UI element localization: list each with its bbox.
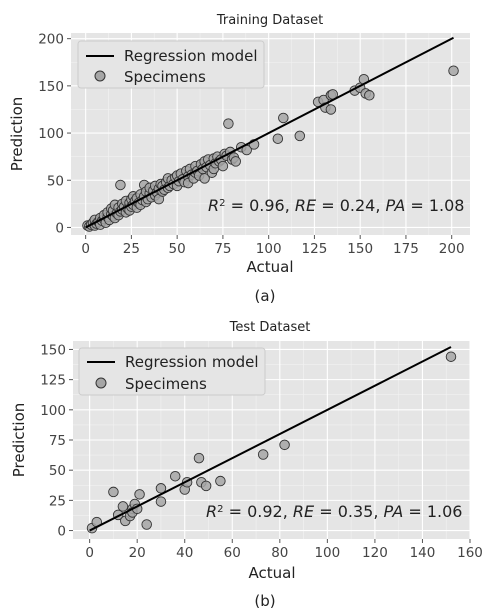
x-tick-label: 125 [302,241,328,257]
panel-caption: (a) [255,287,276,305]
metrics-annotation: R2 = 0.96, RE = 0.24, PA = 1.08 [208,196,464,215]
regression-line [89,346,452,532]
chart-title: Test Dataset [229,320,311,335]
x-tick-label: 175 [393,241,419,257]
specimen-point [115,179,126,191]
specimen-point [278,112,289,124]
legend: Regression model Specimens [78,347,266,396]
panel-caption: (b) [254,592,275,610]
y-tick-label: 0 [55,220,64,236]
x-tick-label: 160 [457,545,483,561]
y-tick-label: 150 [40,342,66,358]
specimen-point [193,452,205,464]
specimen-point [108,486,119,498]
specimen-point [230,156,241,167]
legend: Regression model Specimens [77,40,265,89]
specimen-point [141,519,152,530]
x-tick-label: 40 [176,545,193,561]
specimen-point [217,160,229,172]
x-tick-label: 100 [314,545,340,561]
legend-marker-swatch [94,70,106,82]
x-tick-label: 80 [271,545,288,561]
specimen-point [155,496,167,507]
specimen-point [169,470,181,482]
specimen-point [257,449,269,460]
y-tick-labels: 0 50 100 150 200 [38,32,64,237]
y-tick-label: 100 [40,403,66,419]
specimen-point [364,90,375,101]
x-tick-label: 25 [123,241,140,257]
x-tick-label: 0 [81,241,90,257]
metrics-annotation: R2 = 0.92, RE = 0.35, PA = 1.06 [206,502,462,521]
x-tick-label: 120 [362,545,388,561]
specimen-point [155,483,167,494]
specimen-point [294,130,306,142]
specimen-point [279,439,290,451]
x-tick-labels: 0 20 40 60 80 100 120 140 160 [85,545,483,561]
y-tick-label: 50 [47,173,64,189]
y-axis-label: Prediction [10,403,28,478]
specimen-point [448,65,459,77]
y-tick-label: 75 [49,433,66,449]
specimen-point [215,475,226,487]
x-tick-label: 140 [410,545,436,561]
legend-specimens-label: Specimens [124,68,206,86]
y-tick-label: 50 [49,463,66,479]
y-axis-label: Prediction [8,97,26,172]
specimen-point [325,104,337,115]
x-tick-label: 20 [129,545,146,561]
y-tick-labels: 0 25 50 75 100 125 150 [40,342,66,539]
specimen-point [199,173,210,184]
y-tick-label: 150 [38,79,64,95]
training-chart: Training Dataset 0 25 50 75 100 125 150 175 200 … [8,13,470,305]
x-tick-label: 50 [169,241,186,257]
specimen-point [117,501,129,512]
legend-marker-swatch [95,377,107,389]
x-tick-label: 200 [439,241,465,257]
specimen-points [86,351,457,534]
specimen-point [223,118,234,129]
specimen-point [134,489,145,500]
legend-regression-label: Regression model [124,47,258,65]
y-tick-label: 25 [49,493,66,509]
x-tick-label: 150 [347,241,373,257]
specimen-point [445,351,457,362]
test-chart: Test Dataset 0 20 40 60 80 100 120 140 160 0 25 50… [10,320,483,610]
x-axis-label: Actual [247,258,294,276]
y-tick-label: 125 [40,373,66,389]
legend-box [77,40,265,89]
specimen-point [200,480,212,492]
x-tick-label: 100 [256,241,282,257]
x-tick-label: 0 [85,545,94,561]
x-tick-label: 60 [224,545,241,561]
x-tick-label: 75 [214,241,231,257]
legend-regression-label: Regression model [125,353,259,371]
y-tick-label: 0 [57,524,66,540]
y-tick-label: 200 [38,32,64,48]
chart-title: Training Dataset [216,13,323,28]
x-axis-label: Actual [249,564,296,582]
legend-specimens-label: Specimens [125,375,207,393]
legend-box [78,347,266,396]
specimen-point [272,133,284,144]
x-tick-labels: 0 25 50 75 100 125 150 175 200 [81,241,464,257]
y-tick-label: 100 [38,126,64,142]
regression-line [85,36,454,229]
